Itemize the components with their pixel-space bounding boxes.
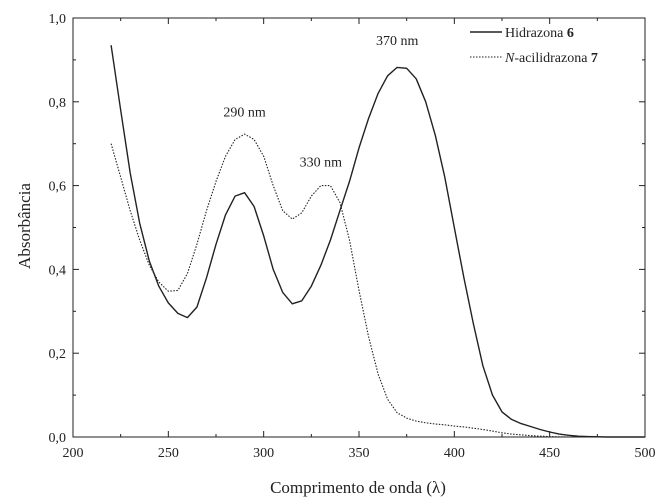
x-tick-label: 200 bbox=[63, 446, 84, 461]
y-tick-label: 0,2 bbox=[49, 347, 67, 362]
x-tick-label: 250 bbox=[158, 446, 179, 461]
y-tick-label: 1,0 bbox=[49, 12, 67, 27]
series-line-2 bbox=[110, 133, 645, 438]
x-axis-label: Comprimento de onda (λ) bbox=[270, 478, 446, 497]
y-axis-label: Absorbância bbox=[15, 183, 34, 269]
y-tick-label: 0,0 bbox=[49, 431, 67, 446]
x-tick-label: 500 bbox=[635, 446, 656, 461]
legend-label-1: Hidrazona 6 bbox=[505, 26, 574, 41]
y-tick-label: 0,8 bbox=[49, 96, 67, 111]
series-line-1 bbox=[110, 45, 645, 438]
y-tick-label: 0,6 bbox=[49, 180, 67, 195]
x-tick-label: 450 bbox=[539, 446, 560, 461]
plot-frame bbox=[72, 17, 646, 438]
peak-annotation: 330 nm bbox=[300, 156, 343, 171]
x-tick-label: 350 bbox=[349, 446, 370, 461]
y-tick-label: 0,4 bbox=[49, 263, 67, 278]
x-tick-label: 300 bbox=[253, 446, 274, 461]
legend-label-2: N-acilidrazona 7 bbox=[504, 51, 598, 66]
peak-annotation: 290 nm bbox=[223, 105, 266, 120]
peak-annotation: 370 nm bbox=[376, 34, 419, 49]
x-tick-label: 400 bbox=[444, 446, 465, 461]
